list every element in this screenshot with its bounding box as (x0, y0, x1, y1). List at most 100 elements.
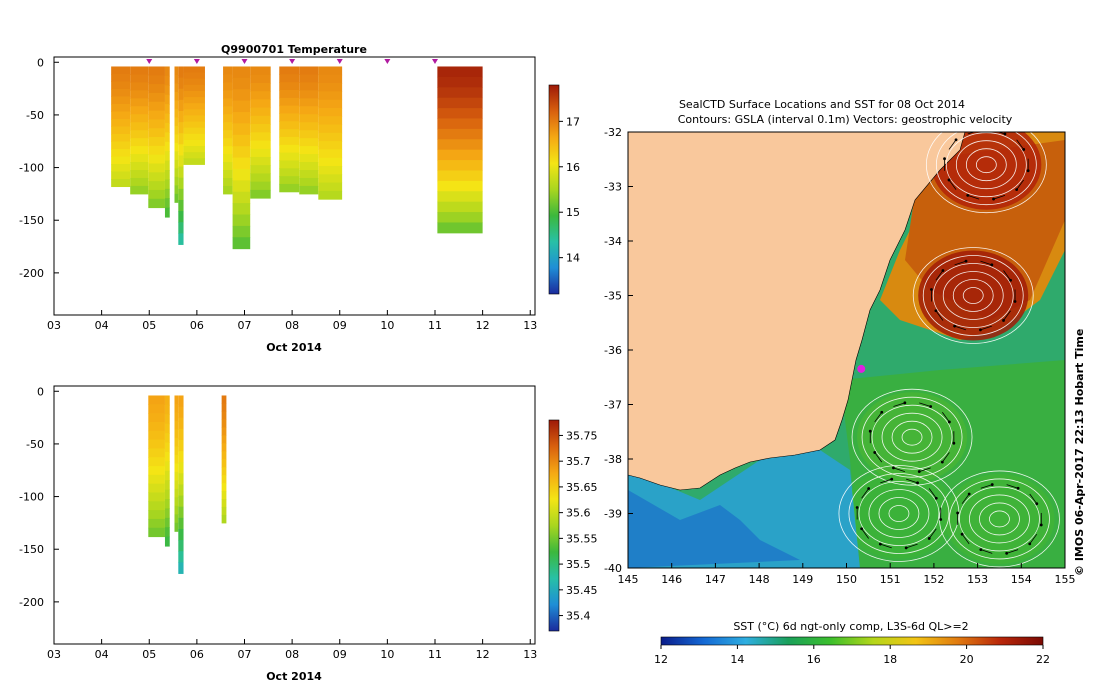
profile-cell (164, 517, 170, 528)
profile-cell (232, 112, 251, 124)
profile-cell (221, 411, 227, 420)
profile-cell (250, 132, 271, 142)
profile-cell (178, 155, 184, 168)
profile-cell (250, 74, 271, 84)
y-tick-label: 0 (37, 385, 44, 398)
gsla-contours (838, 132, 1060, 568)
sst-colorbar-tick-label: 18 (883, 653, 897, 666)
profile-cell (178, 462, 184, 474)
gsla-contour (969, 494, 1030, 544)
profile-cell (223, 170, 233, 179)
profile-cell (174, 142, 179, 152)
gsla-contour (952, 279, 994, 312)
profile-cell (250, 165, 271, 174)
profile-cell (250, 107, 271, 117)
lon-tick-label: 151 (880, 573, 901, 586)
profile-cell (178, 233, 184, 245)
velocity-vector (1006, 484, 1019, 489)
profile-cell (318, 107, 343, 117)
profile-cell (164, 66, 170, 77)
profile-cell (318, 149, 343, 159)
sst-colorbar-ticks: 12 14 16 18 20 22 (654, 645, 1050, 666)
map-subtitle: Contours: GSLA (interval 0.1m) Vectors: … (678, 113, 1013, 126)
profile-cell (223, 146, 233, 155)
profile-cell (130, 114, 149, 123)
gsla-contour (871, 404, 953, 470)
gsla-contour (838, 465, 960, 562)
profile-cell (437, 201, 483, 213)
profile-cell (437, 160, 483, 171)
profile-cell (299, 74, 319, 83)
salinity-section-panel: 03 04 05 06 07 08 09 10 11 12 13 0-50-100-150-200 … (19, 385, 597, 683)
profile-cell (221, 419, 227, 428)
velocity-vector-head (943, 157, 946, 161)
gsla-contour (939, 470, 1060, 568)
profile-cell (130, 162, 149, 171)
profile-cell (318, 132, 343, 142)
profile-cell (164, 113, 170, 124)
x-tick-label: 11 (428, 319, 442, 332)
profile-cell (178, 417, 184, 430)
velocity-vector (993, 194, 1006, 200)
y-tick-label: -100 (19, 491, 44, 504)
profile-cell (164, 170, 170, 180)
profile-cast (130, 66, 149, 195)
velocity-vector-head (939, 518, 943, 521)
profile-cell (148, 163, 165, 173)
profile-cell (178, 144, 184, 156)
x-tick-label: 07 (237, 648, 251, 661)
profile-cell (174, 505, 179, 515)
profile-cell (130, 66, 149, 75)
velocity-vector-head (927, 537, 931, 540)
profile-cast (232, 66, 251, 250)
profile-cell (164, 160, 170, 171)
profile-cell (223, 185, 233, 195)
profile-cell (178, 551, 184, 563)
temperature-panel-title: Q9900701 Temperature (221, 43, 367, 56)
velocity-vector (928, 528, 937, 539)
profile-cell (232, 123, 251, 136)
station-marker (241, 59, 248, 64)
gsla-contour (965, 148, 1007, 182)
profile-cell (111, 134, 131, 143)
profile-cell (174, 412, 179, 422)
lon-tick-label: 153 (967, 573, 988, 586)
profile-cell (183, 127, 205, 135)
velocity-vector (919, 467, 931, 472)
velocity-vector (942, 412, 950, 423)
colorbar-tick-label: 35.7 (566, 455, 591, 468)
velocity-vector-head (868, 429, 872, 433)
profile-cell (250, 189, 271, 199)
lon-tick-label: 154 (1011, 573, 1032, 586)
profile-cell (174, 176, 179, 186)
velocity-vector (1003, 270, 1011, 281)
profile-cell (130, 106, 149, 115)
x-tick-label: 12 (476, 319, 490, 332)
profile-cell (318, 190, 343, 200)
x-tick-label: 04 (95, 319, 109, 332)
profile-cell (130, 146, 149, 155)
profile-cell (221, 459, 227, 468)
profile-cell (148, 66, 165, 76)
profile-cell (221, 514, 227, 524)
y-tick-label: -150 (19, 214, 44, 227)
profile-cell (148, 110, 165, 120)
profile-cell (279, 129, 300, 138)
profile-cell (148, 181, 165, 191)
velocity-vector-head (1015, 188, 1019, 192)
gsla-contour (989, 510, 1010, 528)
velocity-vector-head (947, 420, 951, 424)
profile-cell (130, 74, 149, 83)
profile-cell (174, 446, 179, 456)
profile-cell (232, 146, 251, 159)
seal-locations (857, 364, 866, 373)
profile-cell (183, 103, 205, 110)
gsla-contour (962, 287, 984, 304)
profile-cell (232, 157, 251, 170)
profile-cast (437, 66, 483, 234)
profile-cell (148, 172, 165, 182)
velocity-vector (880, 478, 892, 484)
profile-cell (164, 451, 170, 462)
lat-tick-label: -40 (604, 562, 622, 575)
velocity-vector-head (979, 328, 982, 332)
